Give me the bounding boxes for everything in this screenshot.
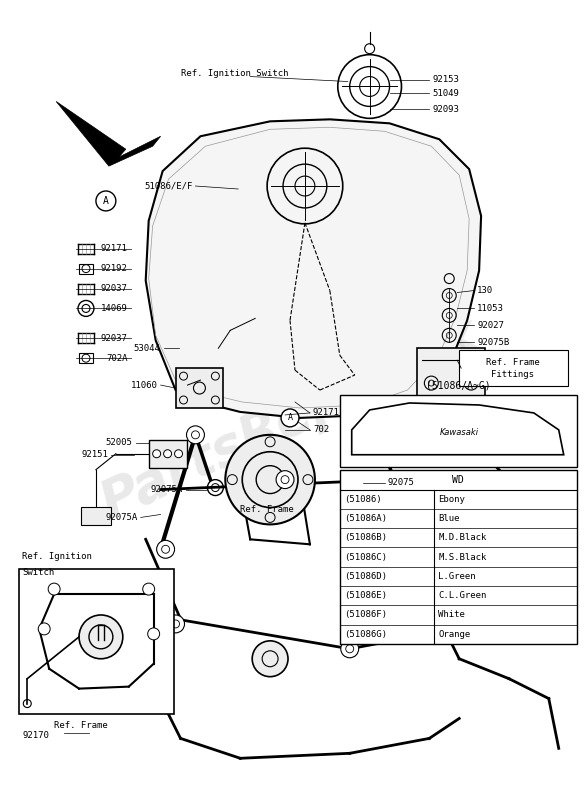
Text: 92037: 92037 <box>101 334 128 342</box>
Text: 92093: 92093 <box>432 105 459 114</box>
Bar <box>149 440 186 468</box>
Text: Ref. Frame: Ref. Frame <box>54 722 108 730</box>
Circle shape <box>420 590 439 608</box>
Text: 92075A: 92075A <box>150 485 183 494</box>
Text: 51086/E/F: 51086/E/F <box>144 182 193 190</box>
Text: Switch: Switch <box>22 568 54 577</box>
Circle shape <box>420 521 439 538</box>
Bar <box>474 584 504 614</box>
Text: M.S.Black: M.S.Black <box>439 553 486 562</box>
Circle shape <box>175 450 183 458</box>
Text: A: A <box>287 414 293 422</box>
Text: 92170: 92170 <box>22 731 49 741</box>
Text: 92037: 92037 <box>101 284 128 293</box>
Text: (51086E): (51086E) <box>344 591 387 600</box>
Circle shape <box>48 583 60 595</box>
Text: Blue: Blue <box>439 514 460 523</box>
Text: Ref. Frame
Fittings: Ref. Frame Fittings <box>486 358 540 378</box>
Text: Ref. Ignition: Ref. Ignition <box>22 552 92 562</box>
Text: 702A: 702A <box>106 354 128 362</box>
Text: (51086): (51086) <box>344 494 381 504</box>
Polygon shape <box>145 119 481 418</box>
Text: WD: WD <box>453 474 464 485</box>
Circle shape <box>152 450 161 458</box>
Text: Ref. Frame: Ref. Frame <box>240 505 294 514</box>
Text: 92075: 92075 <box>388 478 415 487</box>
Bar <box>134 594 164 624</box>
Circle shape <box>38 623 50 635</box>
Text: (51086F): (51086F) <box>344 610 387 619</box>
Text: Kawasaki: Kawasaki <box>440 428 479 438</box>
Circle shape <box>341 640 359 658</box>
Circle shape <box>276 470 294 489</box>
Text: 11053: 11053 <box>477 304 504 313</box>
Text: 52005: 52005 <box>106 438 133 447</box>
Text: Orange: Orange <box>439 630 471 638</box>
Text: 92151: 92151 <box>81 450 108 459</box>
Text: (51086G): (51086G) <box>344 630 387 638</box>
Text: PartsRepublik: PartsRepublik <box>92 310 488 530</box>
Text: 53044: 53044 <box>134 344 161 353</box>
Bar <box>19 569 173 714</box>
Text: (51086A): (51086A) <box>344 514 387 523</box>
Bar <box>176 368 223 408</box>
Circle shape <box>381 426 398 444</box>
Circle shape <box>281 409 299 427</box>
Circle shape <box>252 641 288 677</box>
Text: 92153: 92153 <box>432 75 459 84</box>
Circle shape <box>225 435 315 525</box>
Circle shape <box>166 615 185 633</box>
Bar <box>340 395 576 466</box>
Text: Ref. Ignition Switch: Ref. Ignition Switch <box>180 69 288 78</box>
Text: 702: 702 <box>313 426 329 434</box>
Bar <box>340 470 576 644</box>
Text: (51086/A~G): (51086/A~G) <box>426 380 491 390</box>
Polygon shape <box>56 102 161 166</box>
Circle shape <box>148 628 159 640</box>
Text: Ebony: Ebony <box>439 494 465 504</box>
Text: (51086B): (51086B) <box>344 534 387 542</box>
Text: 92171: 92171 <box>101 244 128 254</box>
Text: C.L.Green: C.L.Green <box>439 591 486 600</box>
Text: 92027: 92027 <box>477 321 504 330</box>
Circle shape <box>79 615 123 658</box>
Text: M.D.Black: M.D.Black <box>439 534 486 542</box>
Circle shape <box>142 583 155 595</box>
Circle shape <box>157 540 175 558</box>
Text: 92171: 92171 <box>313 409 340 418</box>
Text: White: White <box>439 610 465 619</box>
Text: (51086C): (51086C) <box>344 553 387 562</box>
Text: 51049: 51049 <box>432 89 459 98</box>
Text: 130: 130 <box>477 286 493 295</box>
Bar <box>79 354 93 363</box>
Text: 92192: 92192 <box>101 264 128 273</box>
Circle shape <box>186 426 204 444</box>
Text: 11060: 11060 <box>131 381 158 390</box>
Text: 92075A: 92075A <box>106 513 138 522</box>
Text: A: A <box>103 196 109 206</box>
Bar <box>79 264 93 274</box>
Text: (51086D): (51086D) <box>344 572 387 581</box>
Bar <box>81 507 111 526</box>
Text: 92075B: 92075B <box>477 338 509 346</box>
Text: L.Green: L.Green <box>439 572 476 581</box>
Circle shape <box>164 450 172 458</box>
FancyBboxPatch shape <box>459 350 568 386</box>
Text: 14069: 14069 <box>101 304 128 313</box>
Bar <box>418 348 485 423</box>
